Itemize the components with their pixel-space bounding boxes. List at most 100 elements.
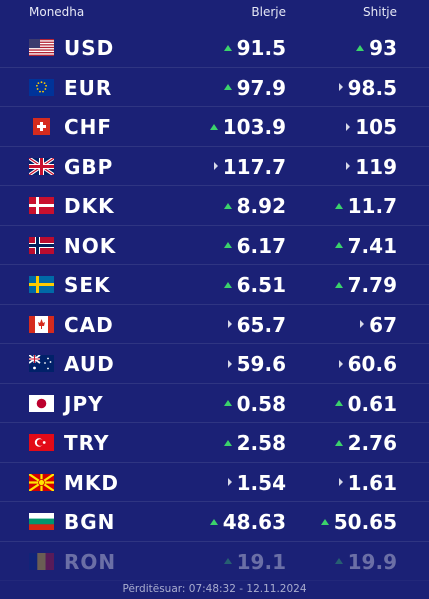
buy-column-header: Blerje bbox=[251, 5, 286, 19]
sell-rate: 50.65 bbox=[320, 510, 397, 534]
buy-rate: 6.17 bbox=[223, 234, 286, 258]
trend-unchanged-icon bbox=[227, 478, 232, 486]
trend-up-icon bbox=[334, 439, 343, 446]
currency-code: RON bbox=[64, 549, 117, 574]
rate-row-try: TRY 2.58 2.76 bbox=[0, 423, 429, 463]
trend-up-icon bbox=[209, 518, 218, 525]
ca-flag-icon bbox=[29, 315, 54, 333]
currency-code: USD bbox=[64, 36, 115, 60]
trend-up-icon bbox=[334, 281, 343, 288]
sell-rate: 105 bbox=[346, 115, 397, 139]
buy-rate: 19.1 bbox=[223, 550, 286, 574]
se-flag-icon bbox=[29, 276, 54, 293]
ch-flag-icon bbox=[29, 118, 54, 135]
ro-flag-icon bbox=[29, 552, 54, 570]
sell-rate: 67 bbox=[360, 313, 397, 337]
trend-unchanged-icon bbox=[338, 83, 343, 91]
sell-rate: 98.5 bbox=[338, 76, 397, 100]
trend-unchanged-icon bbox=[213, 162, 218, 170]
currency-code: DKK bbox=[64, 194, 115, 218]
trend-up-icon bbox=[334, 558, 343, 564]
currency-code: AUD bbox=[64, 352, 115, 376]
trend-up-icon bbox=[320, 518, 329, 525]
buy-rate: 6.51 bbox=[223, 273, 286, 297]
currency-code: NOK bbox=[64, 233, 117, 258]
buy-rate: 48.63 bbox=[209, 510, 286, 534]
gb-flag-icon bbox=[29, 157, 54, 175]
currency-code: EUR bbox=[64, 75, 113, 100]
dk-flag-icon bbox=[29, 197, 54, 214]
trend-unchanged-icon bbox=[346, 122, 351, 131]
sell-rate: 2.76 bbox=[334, 431, 397, 455]
sell-rate: 60.6 bbox=[338, 352, 397, 376]
sell-rate: 93 bbox=[356, 36, 397, 60]
au-flag-icon bbox=[29, 355, 54, 372]
currency-code: GBP bbox=[64, 154, 114, 179]
buy-rate: 59.6 bbox=[227, 352, 286, 376]
rates-list: USD 91.5 93 EUR 97.9 98.5 bbox=[0, 28, 429, 581]
rate-row-ron: RON 19.1 19.9 bbox=[0, 542, 429, 582]
rate-row-nok: NOK 6.17 7.41 bbox=[0, 226, 429, 265]
trend-up-icon bbox=[223, 558, 232, 564]
trend-unchanged-icon bbox=[338, 359, 343, 368]
currency-code: CAD bbox=[64, 312, 114, 337]
sell-rate: 1.61 bbox=[338, 471, 397, 495]
rate-row-gbp: GBP 117.7 119 bbox=[0, 147, 429, 186]
sell-rate: 119 bbox=[346, 155, 397, 179]
currency-code: SEK bbox=[64, 273, 111, 297]
buy-rate: 8.92 bbox=[223, 194, 286, 218]
no-flag-icon bbox=[29, 236, 54, 254]
sell-rate: 11.7 bbox=[334, 194, 397, 218]
currency-code: CHF bbox=[64, 115, 113, 139]
rate-row-eur: EUR 97.9 98.5 bbox=[0, 68, 429, 107]
buy-rate: 65.7 bbox=[227, 313, 286, 337]
trend-up-icon bbox=[334, 400, 343, 406]
rate-row-cad: CAD 65.7 67 bbox=[0, 305, 429, 344]
buy-rate: 103.9 bbox=[209, 115, 286, 139]
sell-rate: 7.79 bbox=[334, 273, 397, 297]
sell-rate: 19.9 bbox=[334, 550, 397, 574]
sell-column-header: Shitje bbox=[363, 5, 397, 19]
buy-rate: 117.7 bbox=[213, 155, 286, 179]
trend-up-icon bbox=[223, 242, 232, 248]
buy-rate: 91.5 bbox=[223, 36, 286, 60]
trend-up-icon bbox=[334, 202, 343, 209]
trend-unchanged-icon bbox=[227, 359, 232, 368]
trend-up-icon bbox=[223, 400, 232, 406]
rate-row-chf: CHF 103.9 105 bbox=[0, 107, 429, 147]
last-updated: Përditësuar: 07:48:32 - 12.11.2024 bbox=[122, 583, 307, 595]
buy-rate: 0.58 bbox=[223, 392, 286, 416]
rate-row-sek: SEK 6.51 7.79 bbox=[0, 265, 429, 305]
sell-rate: 0.61 bbox=[334, 392, 397, 416]
currency-code: BGN bbox=[64, 510, 116, 534]
currency-code: JPY bbox=[64, 391, 104, 416]
tr-flag-icon bbox=[29, 434, 54, 451]
rate-row-mkd: MKD 1.54 1.61 bbox=[0, 463, 429, 502]
table-header: Monedha Blerje Shitje bbox=[0, 0, 429, 26]
trend-unchanged-icon bbox=[338, 478, 343, 486]
trend-unchanged-icon bbox=[360, 320, 365, 328]
buy-rate: 97.9 bbox=[223, 76, 286, 100]
buy-rate: 2.58 bbox=[223, 431, 286, 455]
trend-unchanged-icon bbox=[346, 162, 351, 170]
rate-row-jpy: JPY 0.58 0.61 bbox=[0, 384, 429, 423]
us-flag-icon bbox=[29, 39, 54, 56]
trend-up-icon bbox=[356, 44, 365, 51]
trend-unchanged-icon bbox=[227, 320, 232, 328]
bg-flag-icon bbox=[29, 513, 54, 530]
buy-rate: 1.54 bbox=[227, 471, 286, 495]
trend-up-icon bbox=[223, 202, 232, 209]
rate-row-bgn: BGN 48.63 50.65 bbox=[0, 502, 429, 542]
eu-flag-icon bbox=[29, 78, 54, 96]
currency-code: TRY bbox=[64, 431, 110, 455]
jp-flag-icon bbox=[29, 394, 54, 412]
trend-up-icon bbox=[334, 242, 343, 248]
rate-row-aud: AUD 59.6 60.6 bbox=[0, 344, 429, 384]
rate-row-usd: USD 91.5 93 bbox=[0, 28, 429, 68]
mk-flag-icon bbox=[29, 473, 54, 491]
trend-up-icon bbox=[223, 84, 232, 90]
currency-column-header: Monedha bbox=[29, 5, 85, 19]
currency-code: MKD bbox=[64, 470, 120, 495]
trend-up-icon bbox=[209, 123, 218, 130]
trend-up-icon bbox=[223, 439, 232, 446]
